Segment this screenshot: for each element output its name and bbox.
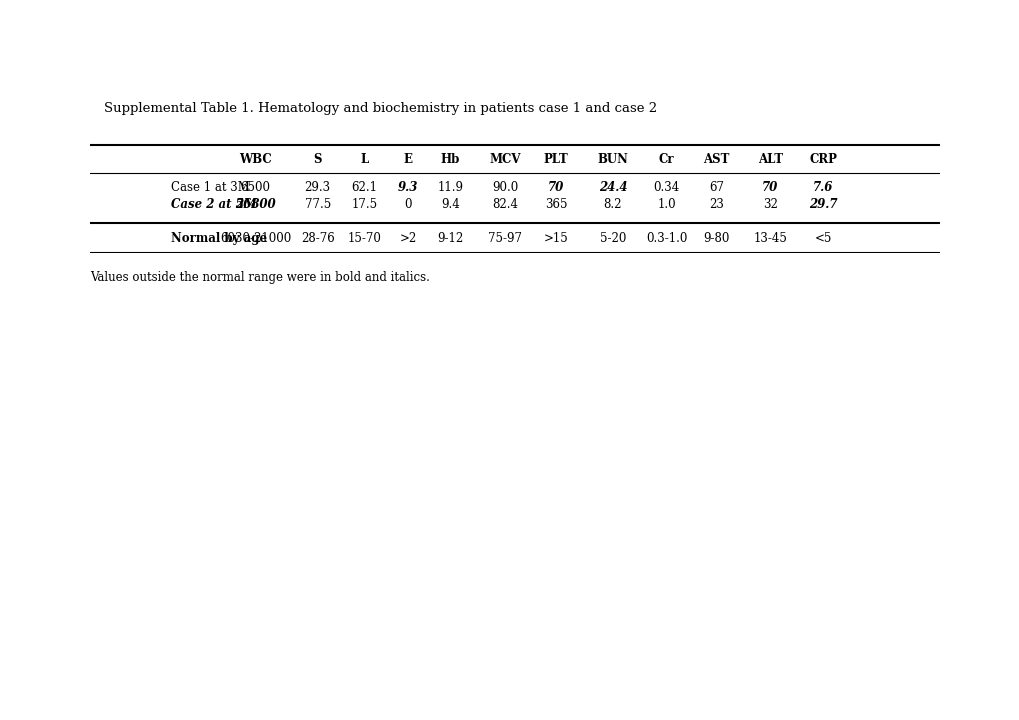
Text: 75-97: 75-97 <box>487 232 522 245</box>
Text: 70: 70 <box>547 181 564 194</box>
Text: 8.2: 8.2 <box>603 199 622 212</box>
Text: Case 2 at 5M: Case 2 at 5M <box>170 199 256 212</box>
Text: 29.7: 29.7 <box>808 199 837 212</box>
Text: 32: 32 <box>762 199 776 212</box>
Text: 29.3: 29.3 <box>305 181 330 194</box>
Text: 26800: 26800 <box>235 199 276 212</box>
Text: 24.4: 24.4 <box>598 181 627 194</box>
Text: 62.1: 62.1 <box>352 181 377 194</box>
Text: 7.6: 7.6 <box>812 181 833 194</box>
Text: PLT: PLT <box>543 153 568 166</box>
Text: 0.34: 0.34 <box>653 181 679 194</box>
Text: 17.5: 17.5 <box>352 199 377 212</box>
Text: 9.3: 9.3 <box>397 181 418 194</box>
Text: 77.5: 77.5 <box>305 199 330 212</box>
Text: E: E <box>404 153 412 166</box>
Text: 90.0: 90.0 <box>491 181 518 194</box>
Text: 9.4: 9.4 <box>440 199 460 212</box>
Text: 365: 365 <box>544 199 567 212</box>
Text: BUN: BUN <box>597 153 628 166</box>
Text: ALT: ALT <box>757 153 783 166</box>
Text: 67: 67 <box>708 181 723 194</box>
Text: Hb: Hb <box>440 153 460 166</box>
Text: 9-12: 9-12 <box>437 232 463 245</box>
Text: WBC: WBC <box>239 153 272 166</box>
Text: CRP: CRP <box>808 153 837 166</box>
Text: >15: >15 <box>543 232 568 245</box>
Text: AST: AST <box>703 153 730 166</box>
Text: Cr: Cr <box>658 153 674 166</box>
Text: 1.0: 1.0 <box>656 199 676 212</box>
Text: 11.9: 11.9 <box>437 181 463 194</box>
Text: 0.3-1.0: 0.3-1.0 <box>645 232 687 245</box>
Text: S: S <box>313 153 322 166</box>
Text: 13-45: 13-45 <box>753 232 787 245</box>
Text: 0: 0 <box>404 199 412 212</box>
Text: >2: >2 <box>398 232 416 245</box>
Text: Supplemental Table 1. Hematology and biochemistry in patients case 1 and case 2: Supplemental Table 1. Hematology and bio… <box>104 102 656 115</box>
Text: 9-80: 9-80 <box>703 232 730 245</box>
Text: 6030-21000: 6030-21000 <box>220 232 291 245</box>
Text: 82.4: 82.4 <box>491 199 518 212</box>
Text: 15-70: 15-70 <box>347 232 381 245</box>
Text: Case 1 at 3M: Case 1 at 3M <box>170 181 250 194</box>
Text: MCV: MCV <box>489 153 520 166</box>
Text: Normal by age: Normal by age <box>170 232 266 245</box>
Text: 23: 23 <box>708 199 723 212</box>
Text: L: L <box>360 153 368 166</box>
Text: <5: <5 <box>813 232 830 245</box>
Text: 70: 70 <box>761 181 777 194</box>
Text: Values outside the normal range were in bold and italics.: Values outside the normal range were in … <box>90 271 429 284</box>
Text: 6500: 6500 <box>240 181 270 194</box>
Text: 5-20: 5-20 <box>599 232 626 245</box>
Text: 28-76: 28-76 <box>301 232 334 245</box>
